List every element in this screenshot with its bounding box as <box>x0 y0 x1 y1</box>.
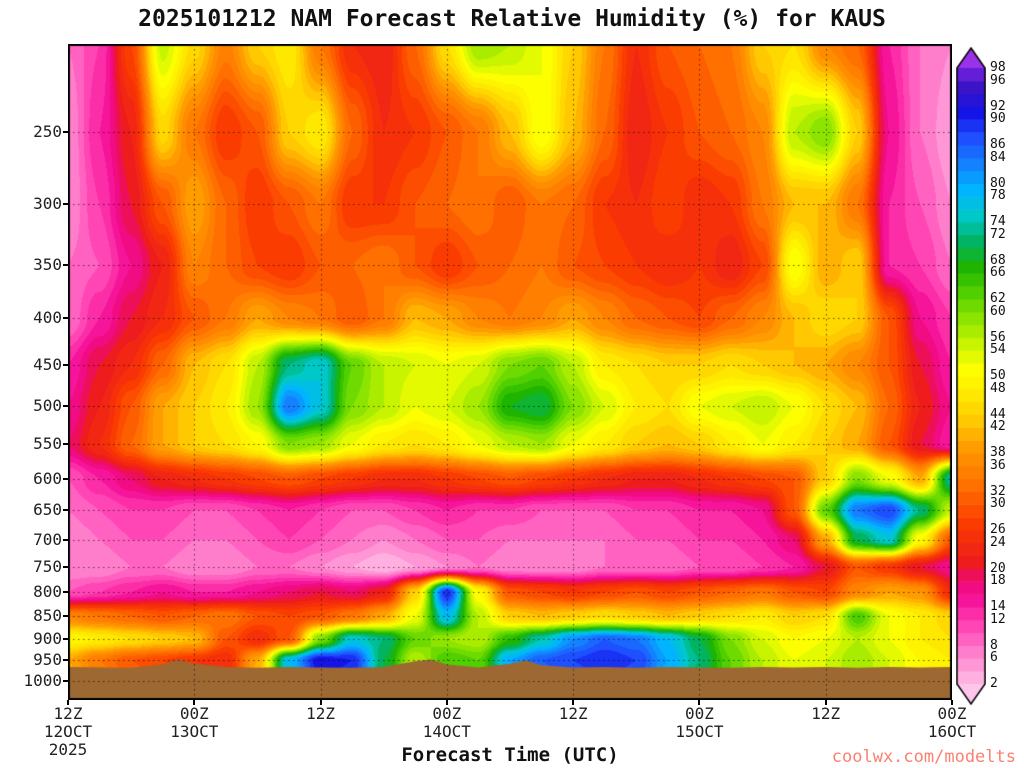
colorbar-tick-label: 44 <box>990 406 1006 422</box>
x-tick-mark <box>572 700 575 705</box>
x-tick-mark <box>824 700 827 705</box>
watermark: coolwx.com/modelts <box>831 747 1016 767</box>
y-tick-mark <box>63 203 68 206</box>
x-tick-label: 00Z <box>937 704 967 723</box>
x-tick-label: 12Z <box>811 704 841 723</box>
y-tick-label: 650 <box>33 500 62 520</box>
colorbar-tick-label: 60 <box>990 303 1006 319</box>
rh-field-canvas <box>68 44 952 700</box>
colorbar-tick-label: 72 <box>990 226 1006 242</box>
colorbar-tick-label: 74 <box>990 214 1006 229</box>
x-tick-label: 12Z <box>53 704 83 723</box>
colorbar-tick-label: 48 <box>990 380 1006 396</box>
y-tick-label: 600 <box>33 468 62 488</box>
y-tick-label: 300 <box>33 194 62 214</box>
x-tick-mark <box>445 700 448 705</box>
colorbar-tick-label: 14 <box>990 599 1006 614</box>
y-tick-mark <box>63 317 68 320</box>
y-tick-label: 350 <box>33 255 62 275</box>
y-tick-mark <box>63 679 68 682</box>
y-tick-label: 800 <box>33 582 62 602</box>
y-tick-label: 500 <box>33 396 62 416</box>
y-tick-label: 950 <box>33 650 62 670</box>
colorbar-tick-label: 12 <box>990 611 1006 627</box>
colorbar-tick-label: 20 <box>990 560 1006 576</box>
colorbar-tick-label: 30 <box>990 496 1006 512</box>
y-tick-mark <box>63 363 68 366</box>
colorbar-tick-label: 68 <box>990 252 1006 268</box>
x-tick-label: 12Z <box>558 704 588 723</box>
colorbar-tick-label: 56 <box>990 329 1006 345</box>
x-tick-date: 15OCT <box>675 722 724 741</box>
colorbar-tick-label: 90 <box>990 111 1006 127</box>
colorbar-tick-label: 84 <box>990 149 1006 165</box>
x-tick-label: 12Z <box>306 704 336 723</box>
x-tick-mark <box>193 700 196 705</box>
colorbar-tick-label: 42 <box>990 419 1006 435</box>
y-tick-label: 550 <box>33 434 62 454</box>
x-tick-mark <box>698 700 701 705</box>
x-tick-label: 00Z <box>179 704 209 723</box>
colorbar-canvas <box>956 46 986 706</box>
y-tick-mark <box>63 131 68 134</box>
y-tick-mark <box>63 509 68 512</box>
y-tick-mark <box>63 615 68 618</box>
colorbar-tick-label: 96 <box>990 72 1006 88</box>
x-axis-title: Forecast Time (UTC) <box>401 744 619 766</box>
y-tick-label: 1000 <box>23 670 62 690</box>
y-tick-label: 900 <box>33 629 62 649</box>
colorbar-tick-label: 54 <box>990 342 1006 358</box>
y-tick-mark <box>63 638 68 641</box>
x-tick-mark <box>67 700 69 705</box>
colorbar-tick-label: 86 <box>990 137 1006 152</box>
y-tick-mark <box>63 405 68 408</box>
y-tick-mark <box>63 538 68 541</box>
y-tick-mark <box>63 264 68 267</box>
colorbar-tick-label: 80 <box>990 175 1006 191</box>
y-tick-mark <box>63 659 68 662</box>
colorbar-tick-label: 38 <box>990 445 1006 460</box>
colorbar-tick-label: 24 <box>990 534 1006 550</box>
chart-title: 2025101212 NAM Forecast Relative Humidit… <box>138 6 886 32</box>
x-tick-label: 00Z <box>432 704 462 723</box>
colorbar-tick-label: 78 <box>990 188 1006 204</box>
y-tick-label: 700 <box>33 529 62 549</box>
y-tick-label: 750 <box>33 556 62 576</box>
x-tick-year: 2025 <box>48 740 88 759</box>
x-tick-date: 14OCT <box>422 722 471 741</box>
x-tick-date: 13OCT <box>170 722 219 741</box>
y-tick-mark <box>63 591 68 594</box>
x-tick-date: 16OCT <box>927 722 977 741</box>
y-tick-label: 250 <box>33 122 62 142</box>
colorbar-tick-label: 62 <box>990 291 1006 306</box>
x-tick-label: 00Z <box>684 704 714 723</box>
colorbar-tick-label: 92 <box>990 98 1006 114</box>
colorbar-tick-label: 50 <box>990 368 1006 383</box>
colorbar-tick-label: 36 <box>990 457 1006 473</box>
colorbar-tick-label: 98 <box>990 60 1006 75</box>
colorbar-tick-label: 18 <box>990 573 1006 589</box>
colorbar-tick-label: 26 <box>990 522 1006 537</box>
colorbar-tick-label: 8 <box>990 637 998 653</box>
colorbar-tick-label: 66 <box>990 265 1006 281</box>
colorbar-tick-label: 32 <box>990 483 1006 499</box>
y-tick-label: 450 <box>33 354 62 374</box>
y-tick-label: 850 <box>33 606 62 626</box>
y-tick-mark <box>63 565 68 568</box>
x-tick-mark <box>319 700 322 705</box>
colorbar-tick-label: 2 <box>990 676 998 691</box>
x-tick-date: 12OCT <box>43 722 93 741</box>
x-tick-mark <box>951 700 953 705</box>
y-tick-label: 400 <box>33 308 62 328</box>
y-tick-mark <box>63 443 68 446</box>
colorbar-tick-label: 6 <box>990 650 998 666</box>
y-tick-mark <box>63 477 68 480</box>
